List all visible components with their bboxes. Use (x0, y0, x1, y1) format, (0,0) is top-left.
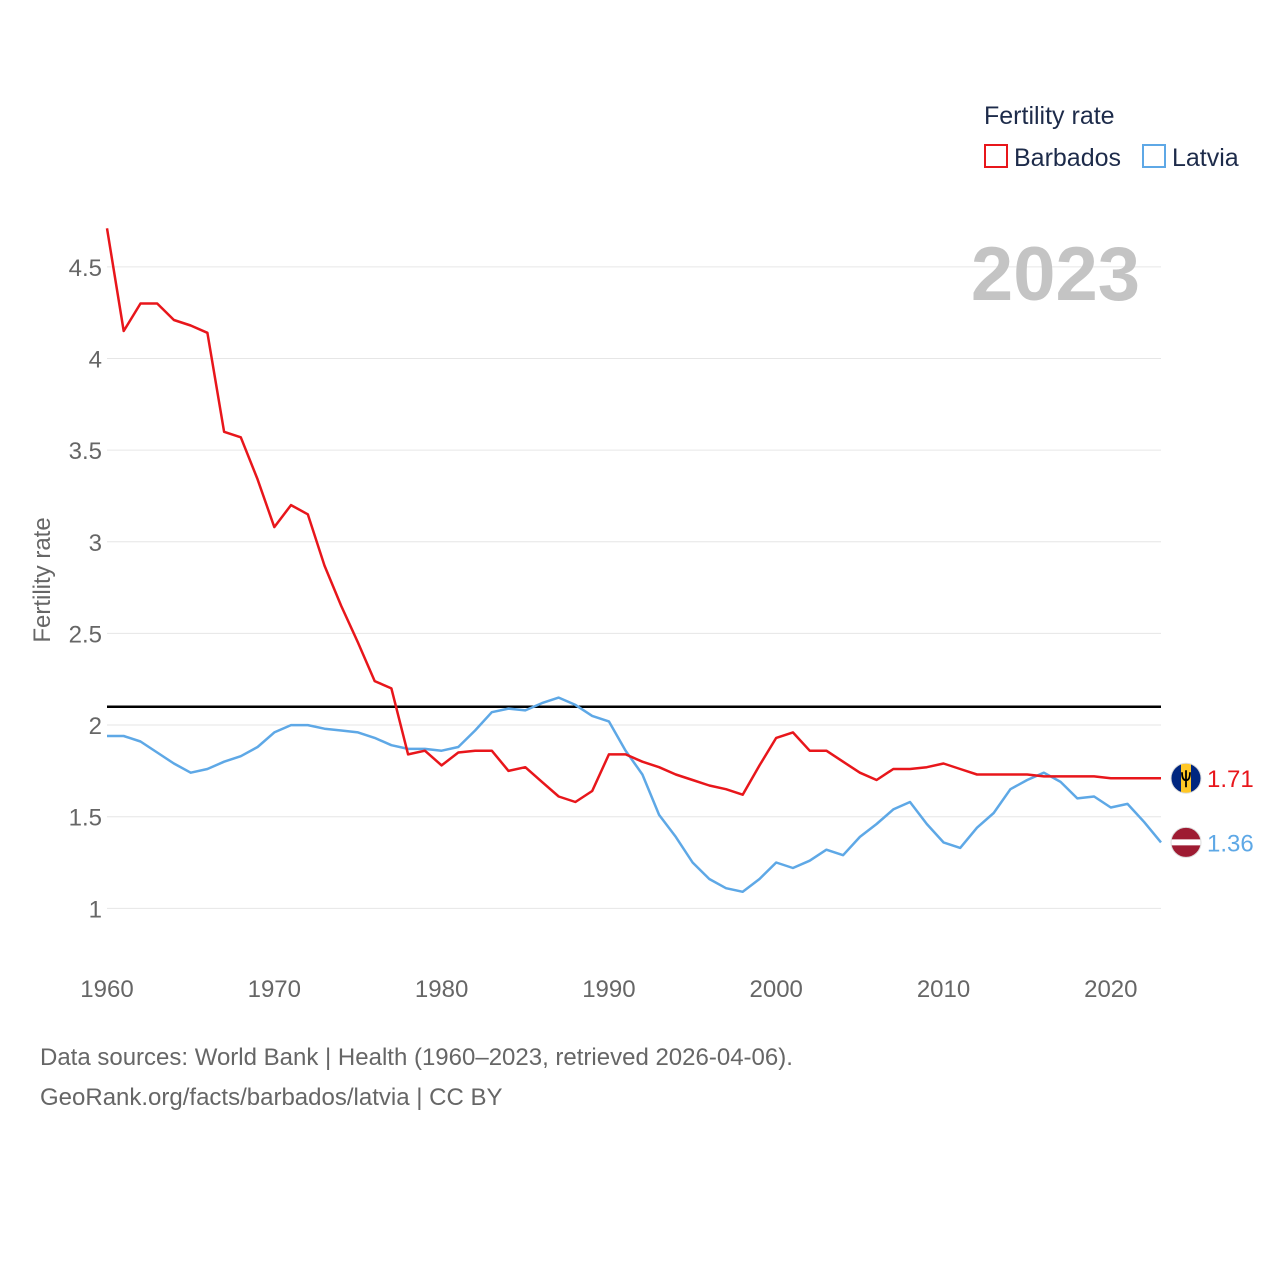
x-tick-label: 2020 (1084, 976, 1137, 1003)
x-tick-label: 1970 (248, 976, 301, 1003)
end-value-label-latvia: 1.36 (1207, 830, 1254, 857)
y-tick-label: 1 (89, 896, 102, 923)
y-tick-label: 2.5 (69, 621, 102, 648)
grid-layer (107, 266, 1161, 909)
y-axis-ticks: 1 1.5 2 2.5 3 3.5 4 4.5 (69, 255, 102, 924)
x-tick-label: 1990 (582, 976, 635, 1003)
y-tick-label: 4.5 (69, 255, 102, 282)
y-axis-label: Fertility rate (29, 517, 56, 642)
barbados-flag-icon (1170, 762, 1202, 794)
legend-swatch-latvia[interactable] (1142, 144, 1166, 168)
legend-label-latvia[interactable]: Latvia (1172, 144, 1239, 172)
y-tick-label: 2 (89, 713, 102, 740)
y-tick-label: 3.5 (69, 438, 102, 465)
x-tick-label: 2000 (750, 976, 803, 1003)
year-label: 2023 (971, 232, 1140, 317)
series-line-latvia (107, 696, 1162, 894)
legend-title: Fertility rate (984, 102, 1115, 130)
series-line-barbados (105, 228, 1161, 804)
y-tick-label: 4 (89, 346, 102, 373)
series-layer (105, 228, 1162, 894)
data-source-line: Data sources: World Bank | Health (1960–… (40, 1044, 793, 1071)
x-tick-label: 1980 (415, 976, 468, 1003)
attribution-line[interactable]: GeoRank.org/facts/barbados/latvia | CC B… (40, 1084, 503, 1111)
y-tick-label: 3 (89, 530, 102, 557)
x-tick-label: 1960 (80, 976, 133, 1003)
x-axis-ticks: 1960 1970 1980 1990 2000 2010 2020 (80, 976, 1137, 1003)
legend-label-barbados[interactable]: Barbados (1014, 144, 1121, 172)
x-tick-label: 2010 (917, 976, 970, 1003)
legend-swatch-barbados[interactable] (984, 144, 1008, 168)
latvia-flag-icon (1170, 826, 1202, 858)
legend: Fertility rate Barbados Latvia (984, 102, 1239, 172)
y-tick-label: 1.5 (69, 805, 102, 832)
end-value-label-barbados: 1.71 (1207, 766, 1254, 793)
